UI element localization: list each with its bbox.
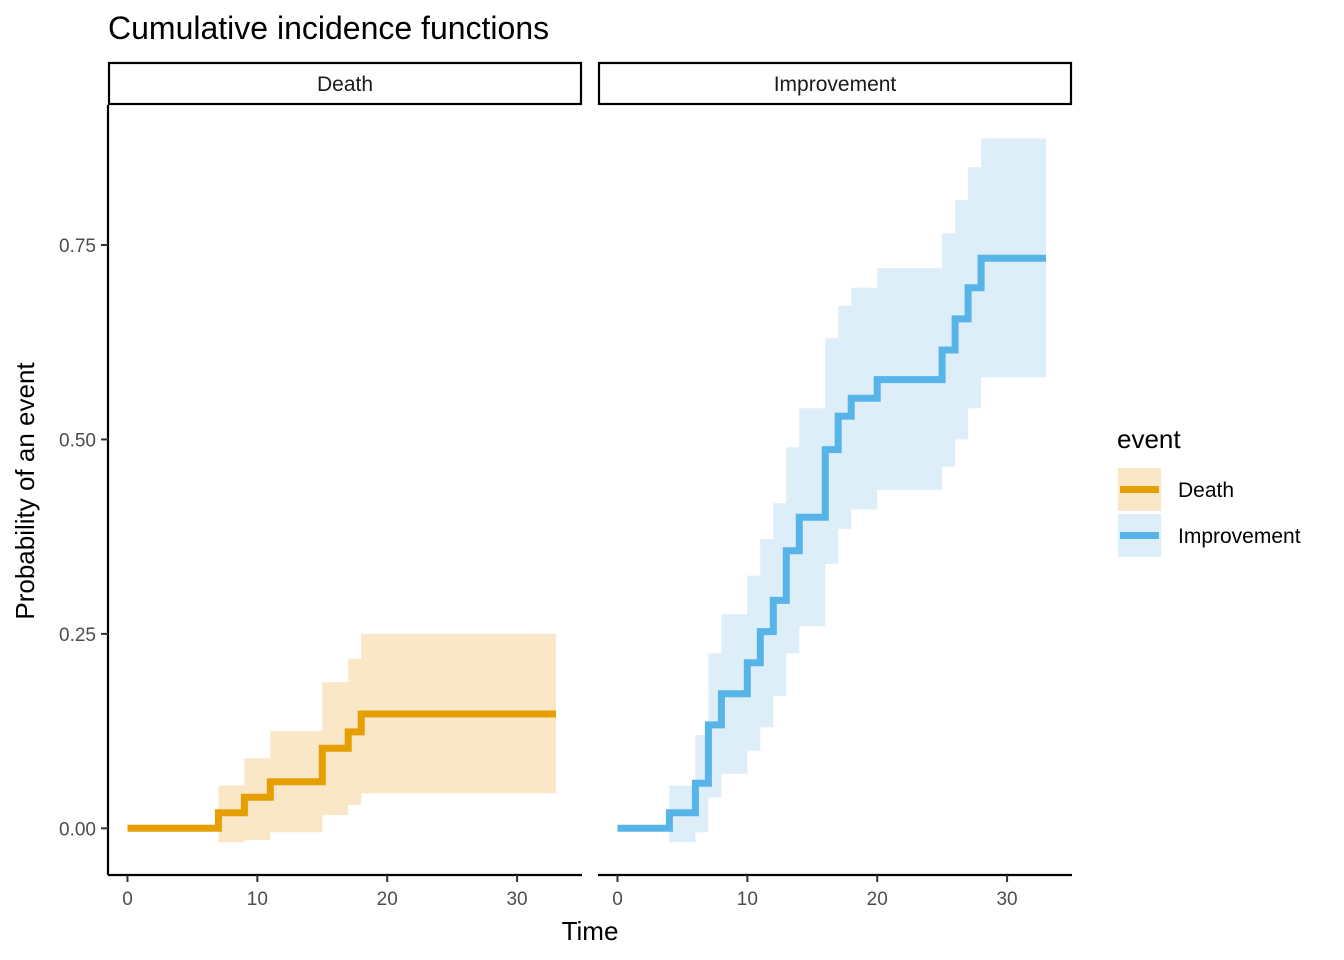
x-tick-label: 20 xyxy=(867,889,888,910)
strip-label: Death xyxy=(317,73,373,96)
y-tick-label: 0.00 xyxy=(59,819,96,840)
x-tick-label: 10 xyxy=(247,889,268,910)
chart-title: Cumulative incidence functions xyxy=(108,10,549,46)
strip-label: Improvement xyxy=(774,73,897,96)
legend-item-improvement: Improvement xyxy=(1118,514,1301,557)
cif-step-line-improvement xyxy=(617,254,1046,832)
legend-items: Death Improvement xyxy=(1118,468,1301,557)
y-tick-label: 0.75 xyxy=(59,236,96,257)
x-tick-label: 30 xyxy=(506,889,527,910)
y-tick-label: 0.25 xyxy=(59,625,96,646)
y-tick-label: 0.50 xyxy=(59,430,96,451)
panel-improvement: Improvement 0 10 20 30 xyxy=(597,61,1073,910)
x-tick-label: 20 xyxy=(377,889,398,910)
panel-death: Death 0 10 20 30 0.00 0.25 0.50 0.75 xyxy=(59,61,583,910)
confidence-band-improvement xyxy=(617,138,1046,843)
legend: event Death Improvement xyxy=(1117,424,1301,557)
confidence-band-death xyxy=(127,633,556,843)
legend-item-death: Death xyxy=(1118,468,1234,511)
strip-box xyxy=(597,61,1073,106)
x-tick-label: 0 xyxy=(122,889,133,910)
cif-step-line-death xyxy=(127,710,556,832)
x-axis-title: Time xyxy=(562,916,619,946)
legend-label: Improvement xyxy=(1178,525,1301,548)
legend-title: event xyxy=(1117,424,1181,454)
y-axis-title: Probability of an event xyxy=(10,362,40,620)
x-tick-label: 10 xyxy=(737,889,758,910)
x-tick-label: 0 xyxy=(612,889,623,910)
legend-label: Death xyxy=(1178,479,1234,502)
x-tick-label: 30 xyxy=(996,889,1017,910)
panels-layer: Death 0 10 20 30 0.00 0.25 0.50 0.75 Improvement 0… xyxy=(59,61,1073,910)
strip-box xyxy=(107,61,583,106)
